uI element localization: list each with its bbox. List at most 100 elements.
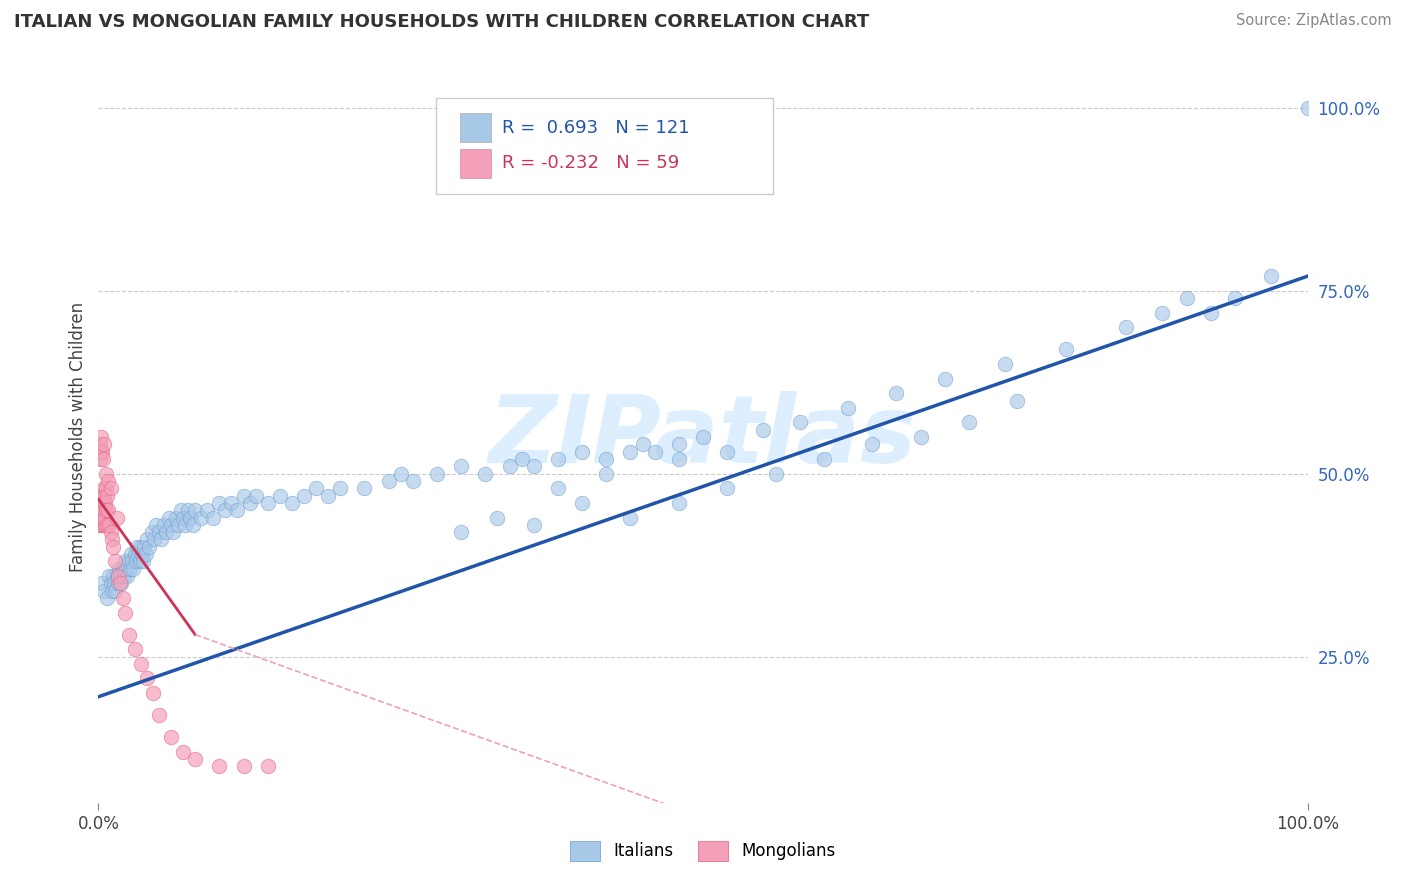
Point: [329, 481, 352, 495]
Point: [90, 444, 112, 458]
Point: [142, 686, 165, 700]
Point: [135, 547, 157, 561]
Point: [143, 533, 166, 547]
Point: [128, 554, 150, 568]
Point: [90, 430, 112, 444]
Point: [110, 576, 132, 591]
Point: [138, 540, 160, 554]
Point: [619, 510, 641, 524]
Point: [89, 517, 111, 532]
Point: [93, 503, 115, 517]
Point: [389, 467, 412, 481]
Point: [124, 547, 146, 561]
Point: [94, 510, 117, 524]
Text: R =  0.693   N = 121: R = 0.693 N = 121: [502, 119, 689, 136]
Point: [131, 547, 153, 561]
Point: [96, 489, 118, 503]
Point: [91, 444, 114, 458]
Point: [129, 657, 152, 671]
Point: [765, 467, 787, 481]
Point: [117, 569, 139, 583]
Point: [208, 759, 231, 773]
Y-axis label: Family Households with Children: Family Households with Children: [69, 302, 87, 572]
Point: [122, 562, 145, 576]
Point: [486, 510, 509, 524]
Point: [190, 510, 212, 524]
Point: [103, 576, 125, 591]
Point: [129, 540, 152, 554]
Point: [1054, 343, 1077, 357]
Point: [184, 503, 207, 517]
Point: [934, 371, 956, 385]
Point: [121, 554, 143, 568]
Point: [292, 489, 315, 503]
Point: [1152, 306, 1174, 320]
Point: [837, 401, 859, 415]
Point: [1199, 306, 1222, 320]
Point: [148, 708, 170, 723]
Point: [93, 437, 115, 451]
Point: [91, 452, 114, 467]
Point: [97, 474, 120, 488]
Point: [89, 452, 111, 467]
Point: [957, 416, 980, 430]
Point: [172, 745, 194, 759]
Point: [157, 510, 180, 524]
Point: [120, 547, 142, 561]
Point: [813, 452, 835, 467]
Point: [91, 517, 114, 532]
Point: [132, 554, 155, 568]
Point: [910, 430, 932, 444]
Point: [619, 444, 641, 458]
Point: [125, 554, 148, 568]
Point: [789, 416, 811, 430]
Point: [101, 569, 124, 583]
Point: [94, 467, 117, 481]
Point: [165, 510, 187, 524]
Point: [107, 569, 129, 583]
Point: [316, 489, 339, 503]
Point: [89, 496, 111, 510]
Point: [150, 533, 173, 547]
Point: [135, 533, 157, 547]
Point: [474, 467, 496, 481]
Legend: Italians, Mongolians: Italians, Mongolians: [564, 834, 842, 868]
Point: [256, 759, 278, 773]
Point: [97, 503, 120, 517]
Point: [269, 489, 291, 503]
Point: [450, 459, 472, 474]
Text: R = -0.232   N = 59: R = -0.232 N = 59: [502, 154, 679, 172]
Point: [93, 489, 115, 503]
Point: [100, 481, 122, 495]
Point: [124, 642, 146, 657]
Point: [89, 503, 111, 517]
Point: [226, 503, 249, 517]
Point: [111, 562, 134, 576]
Point: [195, 503, 218, 517]
Point: [179, 510, 201, 524]
Point: [1175, 291, 1198, 305]
Point: [167, 517, 190, 532]
Point: [104, 554, 127, 568]
Point: [716, 481, 738, 495]
Point: [668, 452, 690, 467]
Point: [93, 510, 115, 524]
Point: [91, 576, 114, 591]
Point: [94, 496, 117, 510]
Point: [98, 569, 121, 583]
Point: [208, 496, 231, 510]
Point: [571, 444, 593, 458]
Point: [118, 627, 141, 641]
Point: [426, 467, 449, 481]
Point: [87, 503, 110, 517]
Point: [232, 489, 254, 503]
Text: Source: ZipAtlas.com: Source: ZipAtlas.com: [1236, 13, 1392, 29]
Point: [96, 517, 118, 532]
Point: [232, 759, 254, 773]
Point: [221, 496, 243, 510]
Point: [184, 752, 207, 766]
Point: [104, 583, 127, 598]
Point: [90, 510, 112, 524]
Point: [115, 562, 138, 576]
Point: [148, 525, 170, 540]
